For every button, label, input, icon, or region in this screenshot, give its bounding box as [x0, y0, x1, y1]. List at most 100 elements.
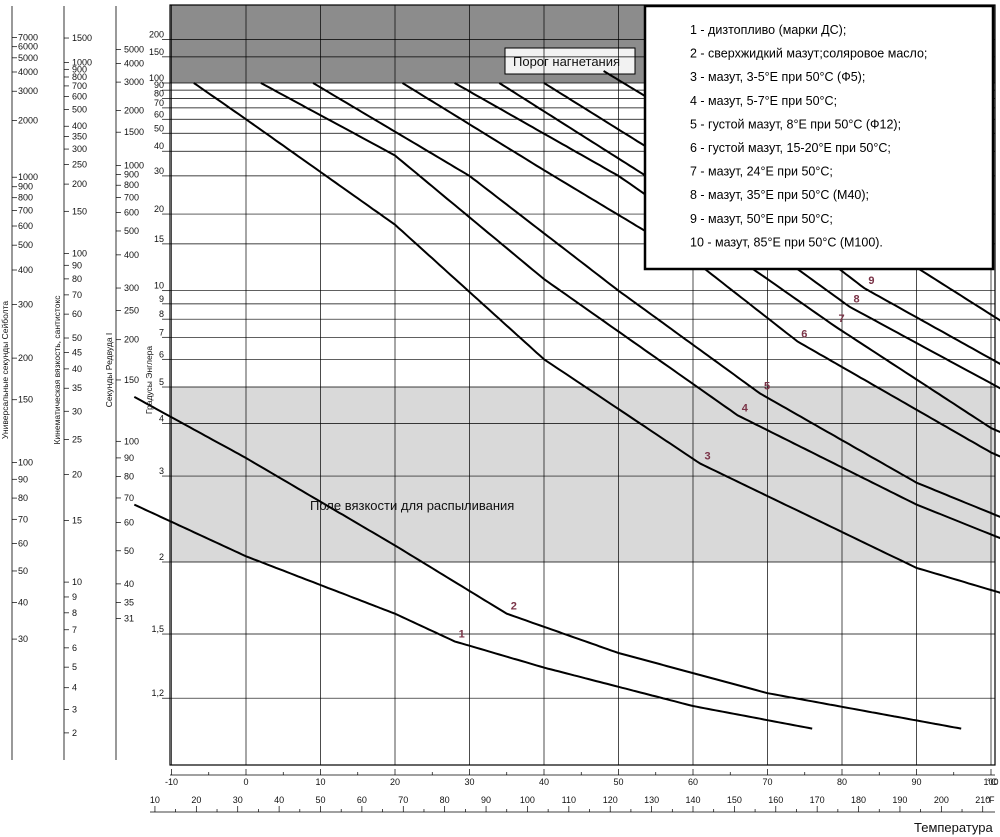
scale-label-kinematic: 60 [72, 309, 82, 319]
x-tick-label-f: 130 [644, 795, 659, 805]
scale-label-saybolt: 300 [18, 299, 33, 309]
x-tick-label-f: 170 [810, 795, 825, 805]
scale-label-kinematic: 500 [72, 105, 87, 115]
y-tick-label: 40 [154, 141, 164, 151]
y-tick-label: 1,2 [151, 688, 164, 698]
curve-label-2: 2 [511, 601, 517, 613]
x-tick-label-c: 20 [390, 777, 400, 787]
scale-label-saybolt: 100 [18, 457, 33, 467]
scale-label-kinematic: 45 [72, 347, 82, 357]
curve-1 [133, 503, 813, 730]
scale-label-kinematic: 900 [72, 64, 87, 74]
side-scales: 7000600050004000300020001000900800700600… [0, 6, 154, 760]
x-axis-title: Температура [914, 820, 994, 835]
y-tick-label: 15 [154, 234, 164, 244]
y-tick-label: 50 [154, 123, 164, 133]
x-unit-f: °F [985, 795, 995, 805]
x-tick-label-c: 10 [315, 777, 325, 787]
y-tick-label: 8 [159, 309, 164, 319]
curve-label-6: 6 [801, 328, 807, 340]
legend-item-8: 8 - мазут, 35°E при 50°C (М40); [690, 188, 869, 202]
scale-label-kinematic: 150 [72, 206, 87, 216]
x-tick-label-f: 180 [851, 795, 866, 805]
scale-label-redwood: 3000 [124, 77, 144, 87]
axes: 20015010090807060504030201510987654321,5… [149, 30, 999, 813]
x-tick-label-f: 140 [685, 795, 700, 805]
scale-label-saybolt: 70 [18, 514, 28, 524]
x-tick-label-f: 210 [975, 795, 990, 805]
scale-label-redwood: 400 [124, 250, 139, 260]
y-tick-label: 4 [159, 414, 164, 424]
curve-8 [498, 82, 1000, 390]
x-tick-label-f: 160 [768, 795, 783, 805]
x-unit-c: °C [987, 777, 998, 787]
scale-label-kinematic: 250 [72, 159, 87, 169]
scale-label-kinematic: 300 [72, 144, 87, 154]
curve-label-4: 4 [742, 402, 749, 414]
scale-label-saybolt: 7000 [18, 33, 38, 43]
scale-label-saybolt: 30 [18, 634, 28, 644]
scale-label-redwood: 800 [124, 180, 139, 190]
scale-label-kinematic: 1000 [72, 58, 92, 68]
scale-title-saybolt: Универсальные секунды Сейболта [0, 301, 10, 440]
scale-label-redwood: 35 [124, 598, 134, 608]
curve-label-1: 1 [459, 628, 465, 640]
scale-label-saybolt: 5000 [18, 53, 38, 63]
scale-label-saybolt: 700 [18, 206, 33, 216]
curve-6 [401, 82, 1000, 458]
legend-item-10: 10 - мазут, 85°E при 50°C (М100). [690, 235, 883, 249]
scale-label-kinematic: 15 [72, 515, 82, 525]
scale-label-kinematic: 20 [72, 470, 82, 480]
x-tick-label-f: 80 [440, 795, 450, 805]
x-tick-label-f: 120 [603, 795, 618, 805]
scale-label-saybolt: 500 [18, 240, 33, 250]
scale-label-kinematic: 200 [72, 179, 87, 189]
scale-label-redwood: 5000 [124, 45, 144, 55]
x-tick-label-c: 100 [983, 777, 998, 787]
curve-5 [312, 82, 1000, 518]
scale-label-redwood: 40 [124, 579, 134, 589]
scale-label-kinematic: 40 [72, 364, 82, 374]
scale-label-redwood: 900 [124, 170, 139, 180]
x-tick-label-f: 70 [398, 795, 408, 805]
legend-box [643, 4, 995, 271]
scale-label-redwood: 250 [124, 306, 139, 316]
scale-label-kinematic: 800 [72, 72, 87, 82]
scale-label-kinematic: 25 [72, 434, 82, 444]
scale-label-redwood: 100 [124, 436, 139, 446]
y-tick-label: 80 [154, 88, 164, 98]
scale-label-saybolt: 2000 [18, 115, 38, 125]
legend: 1 - дизтопливо (марки ДС); 2 - сверхжидки… [643, 4, 995, 271]
y-tick-label: 150 [149, 47, 164, 57]
curve-2 [133, 396, 962, 730]
y-tick-label: 2 [159, 552, 164, 562]
legend-item-1: 1 - дизтопливо (марки ДС); [690, 23, 846, 37]
scale-label-kinematic: 80 [72, 274, 82, 284]
engler-axis-title: Градусы Энглера [144, 346, 154, 415]
scale-label-redwood: 80 [124, 472, 134, 482]
x-tick-label-c: 80 [837, 777, 847, 787]
curve-label-5: 5 [764, 380, 770, 392]
scale-label-kinematic: 70 [72, 290, 82, 300]
x-tick-label-f: 200 [934, 795, 949, 805]
y-tick-label: 7 [159, 327, 164, 337]
x-tick-label-c: 40 [539, 777, 549, 787]
legend-item-3: 3 - мазут, 3-5°E при 50°C (Ф5); [690, 70, 865, 84]
scale-label-saybolt: 6000 [18, 42, 38, 52]
scale-label-kinematic: 9 [72, 592, 77, 602]
scale-label-redwood: 70 [124, 493, 134, 503]
scale-label-saybolt: 600 [18, 221, 33, 231]
x-tick-label-c: 60 [688, 777, 698, 787]
y-tick-label: 1,5 [151, 624, 164, 634]
region-label-atomization: Поле вязкости для распыливания [310, 498, 514, 513]
scale-label-redwood: 4000 [124, 58, 144, 68]
scale-title-kinematic: Кинематическая вязкость, сантистокс [52, 295, 62, 445]
x-tick-label-f: 190 [892, 795, 907, 805]
scale-label-kinematic: 3 [72, 705, 77, 715]
y-tick-label: 60 [154, 109, 164, 119]
curve-label-8: 8 [853, 294, 859, 306]
scale-label-redwood: 300 [124, 283, 139, 293]
legend-item-4: 4 - мазут, 5-7°E при 50°C; [690, 94, 837, 108]
scale-label-kinematic: 7 [72, 625, 77, 635]
scale-label-kinematic: 700 [72, 81, 87, 91]
